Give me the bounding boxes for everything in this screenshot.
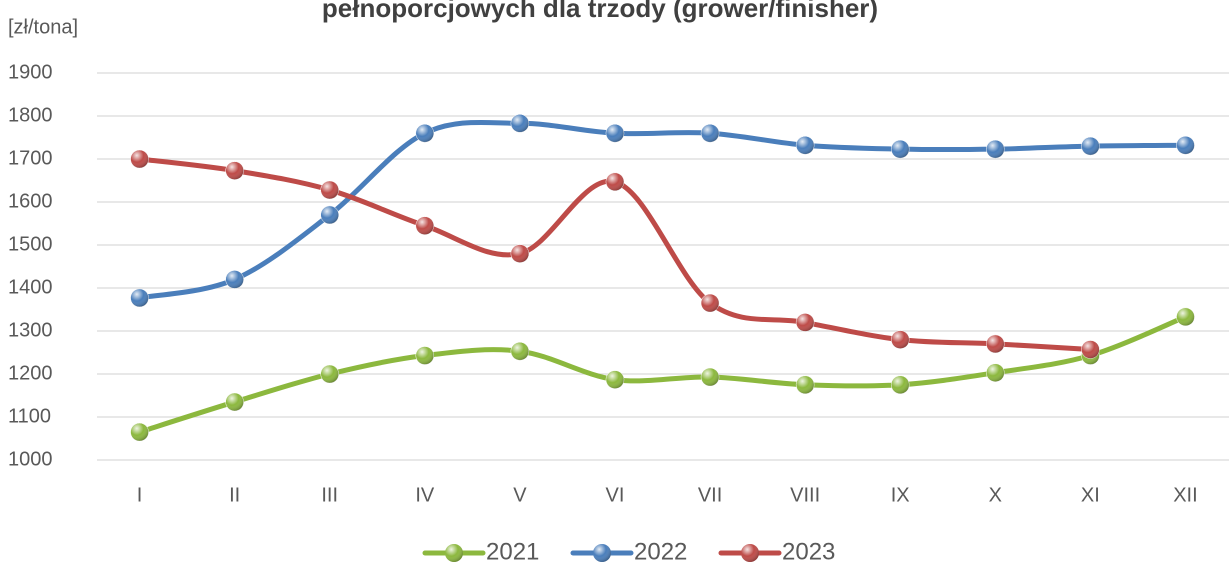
y-tick-label: 1500 (8, 233, 53, 255)
y-axis-label: [zł/tona] (8, 16, 78, 38)
data-point-shine (701, 368, 720, 387)
y-tick-label: 1900 (8, 61, 53, 83)
legend-marker-shine (445, 544, 463, 562)
data-point-shine (1176, 307, 1195, 326)
data-point-shine (415, 124, 434, 143)
data-point-shine (986, 140, 1005, 159)
chart-title: pełnoporcjowych dla trzody (grower/finis… (322, 0, 878, 23)
legend-label: 2022 (634, 538, 687, 565)
data-point-shine (510, 244, 529, 263)
x-tick-label: X (989, 484, 1002, 506)
data-point-shine (225, 161, 244, 180)
series-line (137, 119, 1188, 301)
y-tick-label: 1800 (8, 104, 53, 126)
legend-marker-shine (593, 544, 611, 562)
x-tick-label: IV (415, 484, 435, 506)
x-tick-label: IX (891, 484, 910, 506)
x-tick-label: XII (1173, 484, 1197, 506)
legend-marker-shine (741, 544, 759, 562)
data-point-shine (891, 330, 910, 349)
data-point-shine (1081, 137, 1100, 156)
data-point-shine (320, 180, 339, 199)
x-tick-label: VII (698, 484, 722, 506)
data-point-shine (320, 205, 339, 224)
data-point-shine (415, 346, 434, 365)
data-point-shine (415, 216, 434, 235)
y-tick-label: 1700 (8, 147, 53, 169)
data-point-shine (891, 140, 910, 159)
x-tick-label: II (229, 484, 240, 506)
y-tick-label: 1100 (8, 405, 51, 427)
x-tick-label: VIII (790, 484, 820, 506)
x-tick-label: V (513, 484, 527, 506)
x-tick-label: I (137, 484, 143, 506)
legend-label: 2021 (486, 538, 539, 565)
x-tick-label: III (321, 484, 338, 506)
data-point-shine (986, 334, 1005, 353)
data-point-shine (605, 124, 624, 143)
y-tick-label: 1600 (8, 190, 53, 212)
data-point-shine (130, 150, 149, 168)
data-point-shine (130, 288, 149, 307)
data-point-shine (796, 375, 815, 394)
data-point-shine (130, 423, 149, 442)
legend-label: 2023 (782, 538, 835, 565)
data-point-shine (701, 124, 720, 143)
y-tick-label: 1300 (8, 319, 53, 341)
y-tick-label: 1200 (8, 362, 53, 384)
data-point-shine (701, 294, 720, 313)
data-point-shine (510, 342, 529, 361)
data-point-shine (891, 375, 910, 394)
data-point-shine (796, 313, 815, 332)
data-point-shine (605, 370, 624, 389)
data-point-shine (320, 365, 339, 383)
x-tick-label: XI (1081, 484, 1100, 506)
data-point-shine (225, 270, 244, 289)
data-point-shine (986, 363, 1005, 382)
data-point-shine (605, 172, 624, 191)
data-point-shine (510, 114, 529, 133)
data-point-shine (1081, 340, 1100, 359)
data-point-shine (225, 392, 244, 411)
x-tick-label: VI (606, 484, 625, 506)
y-tick-label: 1400 (8, 276, 53, 298)
data-point-shine (1176, 136, 1195, 155)
y-tick-label: 1000 (8, 448, 53, 470)
data-point-shine (796, 136, 815, 155)
